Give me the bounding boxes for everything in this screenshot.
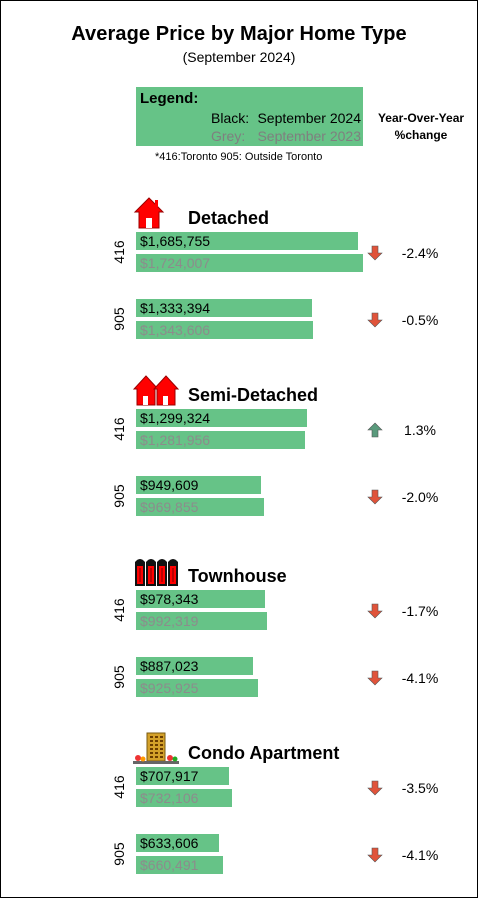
house-icon-wrap [133, 196, 183, 235]
region-label: 905 [111, 484, 127, 508]
townhouse-icon-wrap [133, 554, 183, 593]
bar-current [136, 232, 358, 250]
bar-current [136, 834, 219, 852]
house-icon [133, 197, 165, 229]
region-label: 905 [111, 307, 127, 331]
region-label: 416 [111, 417, 127, 441]
bar-previous [136, 856, 223, 874]
yoy-change-value: 1.3% [404, 422, 436, 438]
bar-value-current: $949,609 [140, 477, 199, 493]
legend-previous-label: Grey: [211, 128, 246, 144]
region-label: 416 [111, 598, 127, 622]
bar-previous [136, 679, 258, 697]
bar-current [136, 767, 229, 785]
semi-detached-house-icon-wrap [132, 373, 183, 412]
yoy-change-value: -1.7% [401, 603, 439, 619]
bar-previous [136, 789, 232, 807]
yoy-change-value: -4.1% [401, 847, 439, 863]
bar-value-current: $887,023 [140, 658, 199, 674]
yoy-change-value: -2.0% [401, 489, 439, 505]
bar-value-previous: $992,319 [140, 613, 199, 629]
category-title-semi-detached: Semi-Detached [188, 385, 319, 405]
bar-previous [136, 431, 305, 449]
region-label: 905 [111, 842, 127, 866]
bar-value-previous: $732,106 [140, 790, 199, 806]
down-arrow-wrap [367, 847, 383, 868]
arrow-down-icon [367, 603, 383, 619]
down-arrow-wrap [367, 780, 383, 801]
yoy-change-value: -2.4% [401, 245, 439, 261]
bar-current [136, 476, 261, 494]
down-arrow-wrap [367, 489, 383, 510]
bar-value-previous: $660,491 [140, 857, 199, 873]
bar-current [136, 409, 307, 427]
category-title-townhouse: Townhouse [188, 566, 287, 586]
legend-current-label: Black: [211, 110, 250, 126]
region-label: 905 [111, 665, 127, 689]
legend: Legend: Black: September 2024 Grey: Sept… [136, 87, 363, 146]
bar-value-previous: $925,925 [140, 680, 199, 696]
yoy-change-value: -3.5% [401, 780, 439, 796]
region-label: 416 [111, 775, 127, 799]
chart-subtitle: (September 2024) [182, 49, 296, 65]
semi-detached-house-icon [132, 375, 180, 406]
arrow-down-icon [367, 489, 383, 505]
arrow-down-icon [367, 780, 383, 796]
arrow-down-icon [367, 847, 383, 863]
bar-previous [136, 254, 363, 272]
category-title-detached: Detached [188, 208, 270, 228]
category-title-condo-apartment: Condo Apartment [188, 743, 340, 763]
legend-title: Legend: [140, 90, 199, 107]
condo-building-icon-wrap [133, 731, 183, 770]
bar-value-previous: $1,724,007 [140, 255, 211, 271]
bar-value-previous: $1,343,606 [140, 322, 211, 338]
condo-building-icon [133, 732, 179, 764]
arrow-down-icon [367, 245, 383, 261]
down-arrow-wrap [367, 670, 383, 691]
bar-previous [136, 612, 267, 630]
bar-value-current: $707,917 [140, 768, 199, 784]
arrow-down-icon [367, 312, 383, 328]
bar-current [136, 590, 265, 608]
townhouse-icon [135, 559, 178, 586]
yoy-change-header: Year-Over-Year %change [377, 111, 465, 142]
region-label: 416 [111, 240, 127, 264]
down-arrow-wrap [367, 245, 383, 266]
bar-value-current: $1,685,755 [140, 233, 211, 249]
legend-previous-period: September 2023 [257, 128, 361, 144]
bar-previous [136, 498, 264, 516]
arrow-up-icon [367, 422, 383, 438]
bar-current [136, 299, 312, 317]
bar-current [136, 657, 253, 675]
legend-current-period: September 2024 [257, 110, 361, 126]
down-arrow-wrap [367, 312, 383, 333]
yoy-change-value: -0.5% [401, 312, 439, 328]
up-arrow-wrap [367, 422, 383, 443]
bar-previous [136, 321, 313, 339]
chart-title: Average Price by Major Home Type [71, 23, 407, 45]
yoy-change-value: -4.1% [401, 670, 439, 686]
bar-value-previous: $969,855 [140, 499, 199, 515]
bar-value-current: $633,606 [140, 835, 199, 851]
bar-value-current: $1,333,394 [140, 300, 211, 316]
bar-value-previous: $1,281,956 [140, 432, 211, 448]
bar-value-current: $1,299,324 [140, 410, 211, 426]
bar-value-current: $978,343 [140, 591, 199, 607]
down-arrow-wrap [367, 603, 383, 624]
region-footnote: *416:Toronto 905: Outside Toronto [155, 151, 323, 163]
arrow-down-icon [367, 670, 383, 686]
